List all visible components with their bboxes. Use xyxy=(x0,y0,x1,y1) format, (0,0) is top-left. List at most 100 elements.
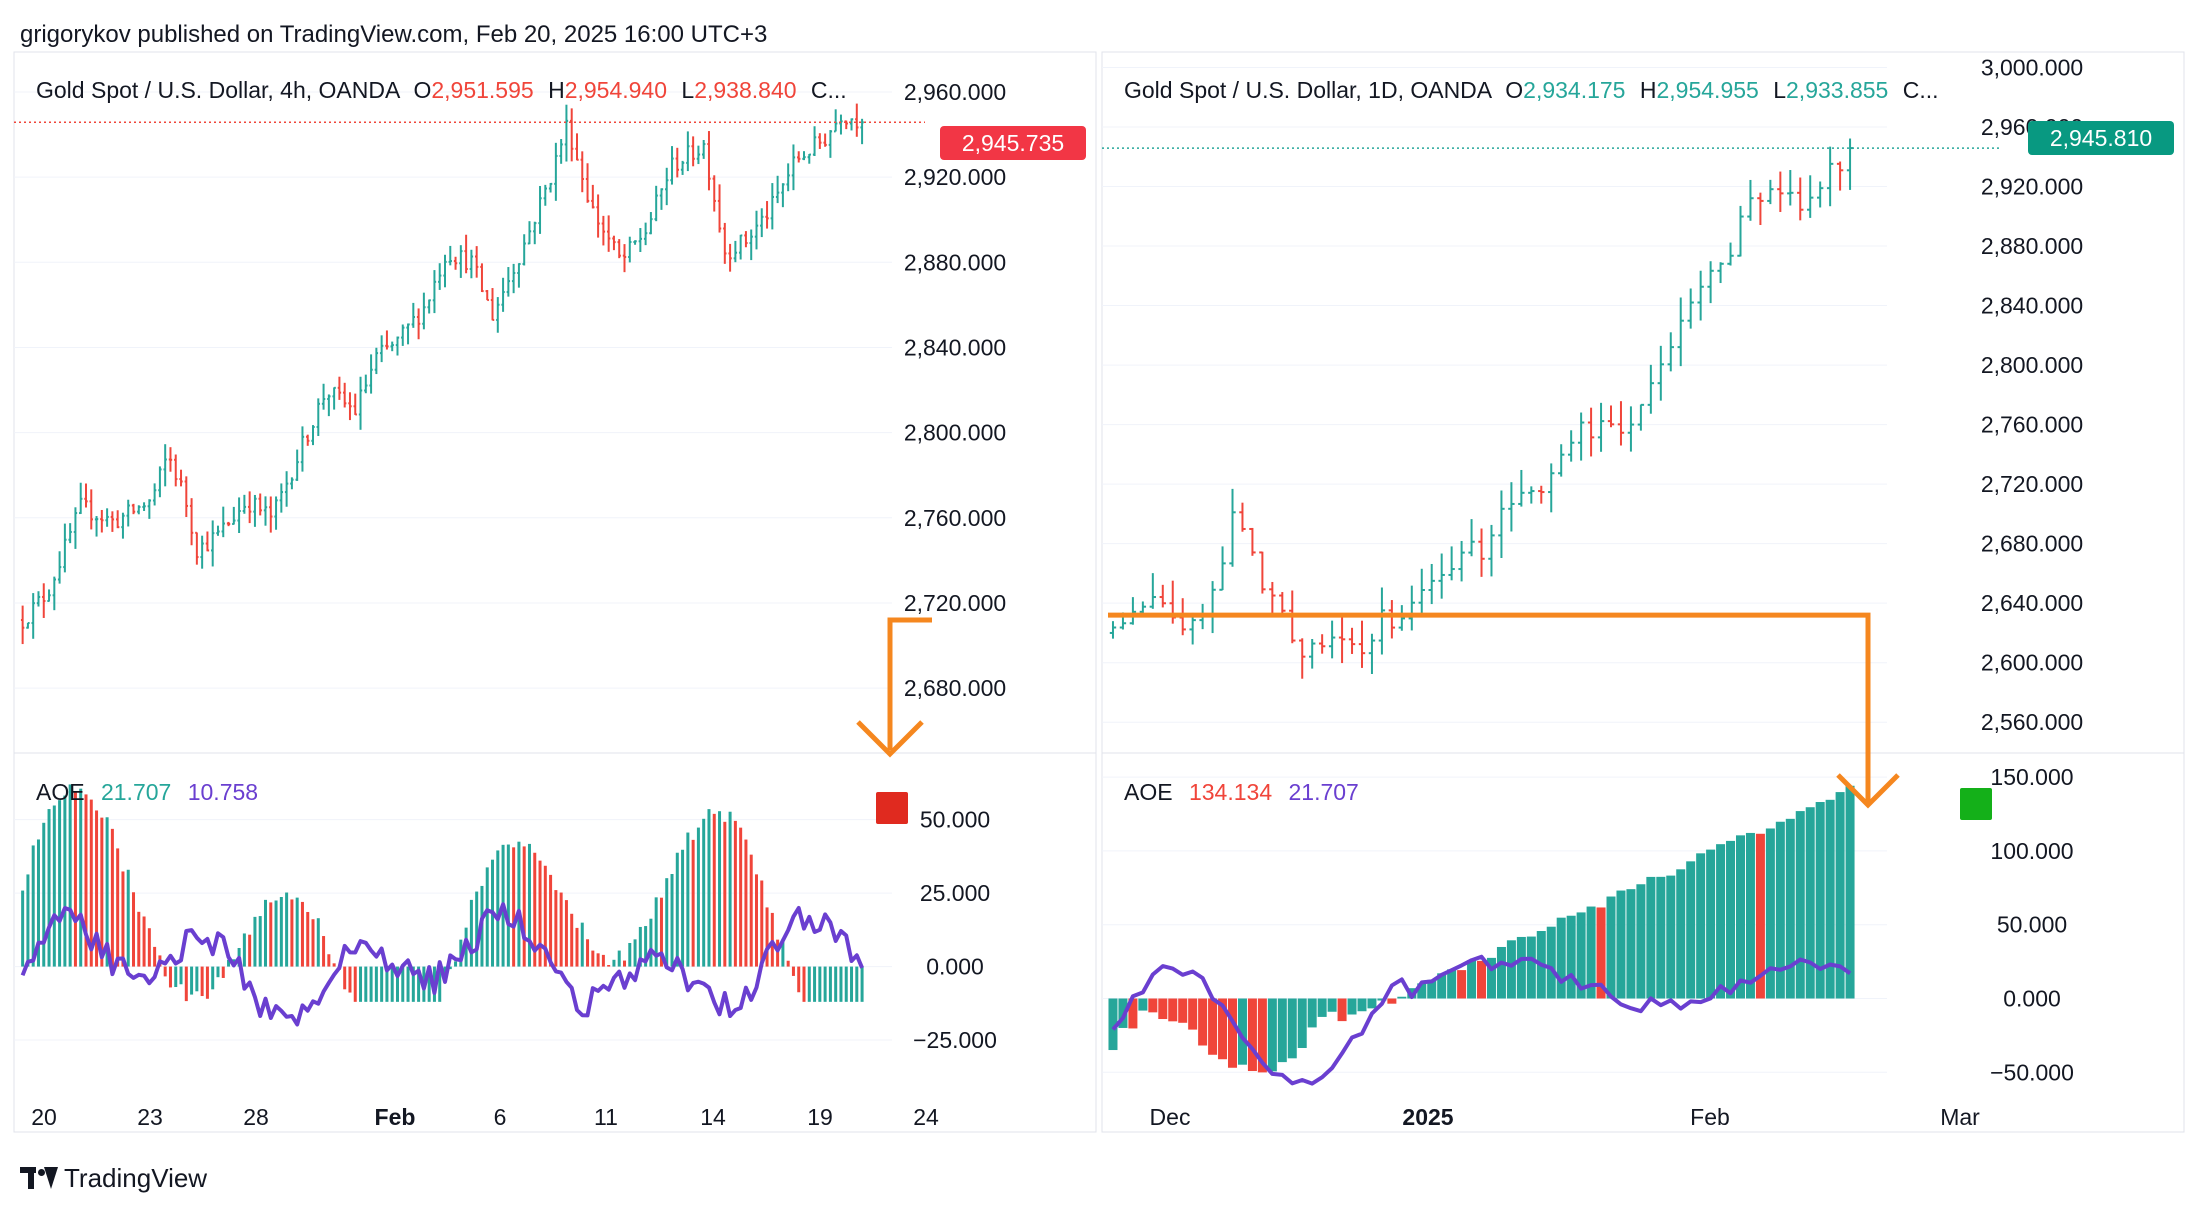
right-aoe-bar xyxy=(1586,906,1596,999)
left-aoe-bar xyxy=(765,907,769,967)
tv-logo-text: TradingView xyxy=(64,1162,208,1193)
left-y-tick-label: 2,680.000 xyxy=(904,675,1006,701)
tv-logo-icon xyxy=(20,1167,58,1189)
left-aoe-bar xyxy=(295,897,299,967)
left-x-tick-label: 14 xyxy=(700,1104,726,1130)
right-candle xyxy=(1129,597,1137,625)
left-candle xyxy=(390,341,394,352)
right-candle xyxy=(1378,587,1386,655)
left-candle xyxy=(665,167,669,206)
left-candle xyxy=(343,382,347,408)
right-aoe-signal-line xyxy=(1111,954,1852,1086)
left-aoe-bar xyxy=(52,805,56,967)
left-candle xyxy=(775,175,780,204)
right-aoe-name: AOE xyxy=(1124,779,1173,805)
left-candle xyxy=(131,503,136,515)
left-ind-y-tick-label: −25.000 xyxy=(913,1027,997,1053)
right-y-tick-label: 2,720.000 xyxy=(1981,471,2083,497)
right-aoe-bar xyxy=(1108,998,1118,1051)
left-candle xyxy=(242,494,247,514)
right-aoe-bar xyxy=(1576,912,1586,999)
left-aoe-bar xyxy=(860,966,864,1002)
left-candle xyxy=(42,583,46,618)
left-candle xyxy=(110,511,115,532)
right-candle xyxy=(1149,573,1157,609)
left-aoe-signal-line xyxy=(20,902,864,1027)
right-candle xyxy=(1348,627,1356,654)
left-candle xyxy=(179,469,183,487)
left-pane-frame xyxy=(13,51,1097,1133)
right-candle xyxy=(1747,179,1754,221)
left-candle xyxy=(601,215,606,246)
left-aoe-bar xyxy=(554,890,558,967)
left-aoe-bar xyxy=(686,832,690,967)
left-aoe-bar xyxy=(380,966,384,1002)
right-aoe-bar xyxy=(1566,915,1576,999)
right-candle xyxy=(1607,405,1615,428)
left-candle xyxy=(744,231,748,248)
left-aoe-bar xyxy=(274,900,278,967)
right-aoe-bar xyxy=(1805,807,1815,999)
right-aoe-bar xyxy=(1506,940,1516,999)
left-candle xyxy=(591,184,595,209)
left-candle xyxy=(807,153,811,164)
right-aoe-bar xyxy=(1228,998,1238,1068)
left-arrow-shaft xyxy=(887,617,932,750)
left-y-tick-label: 2,720.000 xyxy=(904,590,1006,616)
right-y-tick-label: 2,880.000 xyxy=(1981,233,2083,259)
left-close-label: C... xyxy=(810,77,847,103)
left-candle xyxy=(596,194,600,238)
left-aoe-bar xyxy=(665,878,669,967)
left-aoe-bar xyxy=(279,896,283,967)
left-aoe-bar xyxy=(68,784,72,967)
left-candle xyxy=(770,183,775,230)
right-arrow-head xyxy=(1836,773,1900,809)
right-candle xyxy=(1767,179,1774,205)
left-aoe-bar xyxy=(359,966,363,1002)
left-candle xyxy=(791,144,796,191)
left-candle xyxy=(68,523,72,544)
left-aoe-bar xyxy=(707,809,711,967)
left-aoe-bar xyxy=(179,966,183,985)
left-candle xyxy=(137,505,141,515)
right-candle xyxy=(1338,615,1346,664)
left-aoe-bar xyxy=(813,966,817,1002)
left-aoe-bar xyxy=(448,966,452,970)
left-candle xyxy=(453,256,458,270)
right-candle xyxy=(1189,612,1196,645)
left-x-tick-label: 6 xyxy=(494,1104,507,1130)
left-candle xyxy=(554,142,558,201)
left-aoe-bar xyxy=(712,813,716,967)
right-aoe-bar xyxy=(1666,875,1676,999)
left-aoe-bar xyxy=(411,966,415,1002)
right-x-tick-label: 2025 xyxy=(1402,1104,1453,1130)
right-aoe-bar xyxy=(1257,998,1267,1073)
left-aoe-bar xyxy=(205,966,209,999)
tradingview-logo[interactable]: TradingView xyxy=(20,1163,207,1193)
left-candle xyxy=(728,243,732,272)
right-signal-square xyxy=(1960,788,1992,820)
right-y-tick-label: 2,840.000 xyxy=(1981,293,2083,319)
right-candle xyxy=(1239,502,1246,532)
left-aoe-bar xyxy=(184,966,188,1002)
left-aoe-bar xyxy=(300,901,304,967)
left-candle xyxy=(474,246,479,278)
left-aoe-bar xyxy=(168,966,172,988)
right-aoe-bar xyxy=(1656,876,1666,999)
right-aoe-bar xyxy=(1825,799,1835,999)
right-aoe-bar xyxy=(1526,936,1536,999)
left-aoe-bar xyxy=(58,800,62,967)
left-candle xyxy=(480,263,484,293)
left-aoe-bar xyxy=(559,892,563,967)
left-aoe-bar xyxy=(628,942,632,967)
left-aoe-bar xyxy=(427,966,431,1002)
left-aoe-bar xyxy=(132,892,136,967)
right-candle xyxy=(1318,634,1326,654)
right-aoe-bar xyxy=(1755,833,1765,999)
left-aoe-bar xyxy=(47,809,51,967)
left-candle xyxy=(797,151,801,163)
left-aoe-bar xyxy=(580,922,584,967)
left-candle xyxy=(94,516,99,537)
left-low-value: 2,938.840 xyxy=(694,77,797,103)
